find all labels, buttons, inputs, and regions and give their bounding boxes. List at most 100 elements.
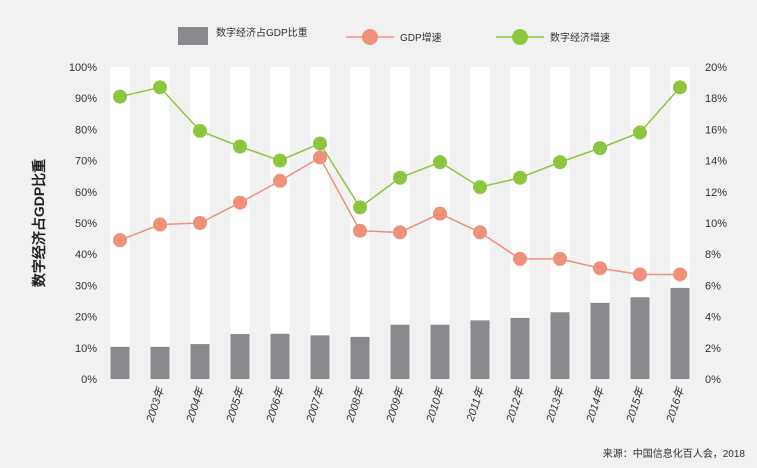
x-tick-label: 2015年 [623,385,647,425]
y-tick-label: 100% [69,62,97,74]
point-digital [473,180,487,195]
point-gdp [553,251,567,266]
left-axis-ticks: 0% 10% 20% 30% 40% 50% 60% 70% 80% 90% 100% [69,62,97,386]
y2-tick-label: 18% [705,93,727,105]
point-gdp [273,173,287,188]
y-tick-label: 40% [75,249,97,261]
bar [190,344,210,379]
point-digital [513,170,527,185]
point-gdp [673,267,687,282]
bar [550,312,570,379]
background-band [350,67,370,379]
x-tick-label: 2005年 [223,385,247,425]
legend-gdp-label: GDP增速 [400,31,442,44]
point-digital [113,89,127,104]
point-gdp [633,267,647,282]
y2-tick-label: 14% [705,156,727,168]
x-tick-label: 2006年 [263,385,287,425]
x-tick-label: 2010年 [423,385,447,425]
y-tick-label: 60% [75,187,97,199]
bar [230,334,250,379]
bar [350,336,370,379]
bar-series [110,287,690,379]
background-band [470,67,490,379]
y2-tick-label: 6% [705,280,721,292]
bar [430,324,450,379]
y-tick-label: 80% [75,124,97,136]
point-digital [593,141,607,156]
y2-tick-label: 20% [705,62,727,74]
bar [630,297,650,379]
point-digital [633,125,647,140]
point-digital [433,155,447,170]
y-tick-label: 30% [75,280,97,292]
bar [590,302,610,379]
point-gdp [593,261,607,276]
point-digital [353,200,367,215]
x-tick-label: 2008年 [343,385,367,425]
y2-tick-label: 12% [705,187,727,199]
point-digital [153,80,167,95]
point-gdp [153,217,167,232]
right-axis-ticks: 0% 2% 4% 6% 8% 10% 12% 14% 16% 18% 20% [705,62,727,386]
background-band [510,67,530,379]
x-tick-label: 2011年 [463,385,487,424]
bar [390,324,410,379]
bar [110,346,130,379]
point-gdp [513,251,527,266]
point-gdp [313,150,327,165]
source-note: 来源：中国信息化百人会，2018 [603,447,746,460]
y-tick-label: 0% [81,374,97,386]
bar [150,346,170,379]
y-tick-label: 70% [75,156,97,168]
point-gdp [353,223,367,238]
point-gdp [393,225,407,240]
y-tick-label: 20% [75,312,97,324]
legend-bar-swatch [178,27,208,45]
background-band [390,67,410,379]
bar [470,320,490,379]
y-tick-label: 90% [75,93,97,105]
bar [270,333,290,379]
point-digital [553,155,567,170]
background-band [550,67,570,379]
point-digital [273,153,287,168]
background-band [430,67,450,379]
point-digital [193,123,207,138]
x-tick-label: 2007年 [303,385,327,425]
point-gdp [233,195,247,210]
bar [510,317,530,379]
x-tick-label: 2003年 [143,385,167,425]
y-tick-label: 50% [75,218,97,230]
background-band [110,67,130,379]
y2-tick-label: 8% [705,249,721,261]
x-tick-label: 2016年 [663,385,687,425]
y2-tick-label: 16% [705,124,727,136]
legend-digital-marker [512,29,528,45]
legend: 数字经济占GDP比重 GDP增速 数字经济增速 [178,26,610,45]
y2-tick-label: 2% [705,343,721,355]
line-series [113,80,687,282]
point-gdp [113,233,127,248]
x-axis-ticks: 2003年 2004年 2005年 2006年 2007年 2008年 2009年 2010年… [143,385,687,425]
x-tick-label: 2012年 [503,385,527,425]
point-gdp [473,225,487,240]
legend-bar-label: 数字经济占GDP比重 [216,26,308,39]
x-tick-label: 2013年 [543,385,567,425]
x-tick-label: 2004年 [183,385,207,425]
background-band [270,67,290,379]
point-digital [393,170,407,185]
y2-tick-label: 10% [705,218,727,230]
y-tick-label: 10% [75,343,97,355]
background-band [230,67,250,379]
legend-gdp-marker [362,29,378,45]
point-digital [233,139,247,154]
y-axis-title: 数字经济占GDP比重 [31,159,47,287]
legend-digital-label: 数字经济增速 [550,31,610,44]
y2-tick-label: 0% [705,374,721,386]
bar [310,335,330,379]
bar [670,287,690,379]
y2-tick-label: 4% [705,312,721,324]
